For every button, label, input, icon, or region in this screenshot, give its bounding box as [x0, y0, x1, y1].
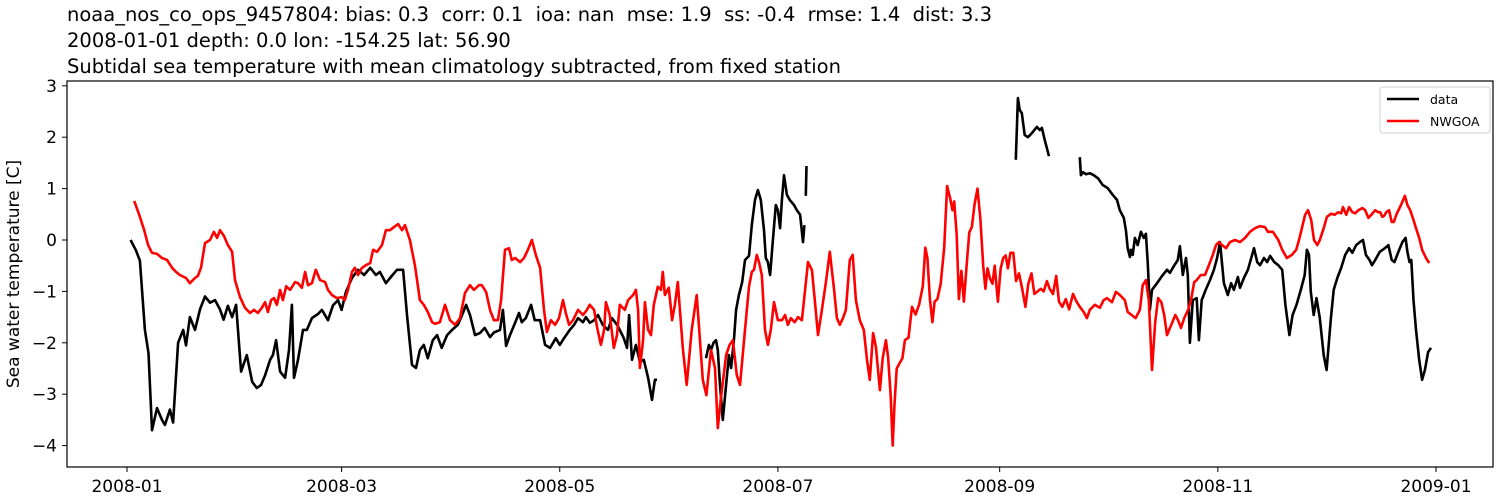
y-tick-label: −2: [32, 334, 57, 354]
y-tick-label: 0: [46, 231, 57, 251]
legend-label-nwgoa: NWGOA: [1430, 114, 1480, 129]
y-tick-label: −4: [32, 437, 57, 457]
series-line-data: [129, 239, 657, 432]
plot-area: [129, 96, 1433, 447]
series-line-nwgoa: [132, 184, 1431, 447]
legend-label-data: data: [1430, 92, 1458, 107]
chart-title-description: Subtidal sea temperature with mean clima…: [67, 55, 841, 78]
series-line-data: [1014, 96, 1051, 160]
y-tick-label: 2: [46, 128, 57, 148]
y-tick-label: 1: [46, 180, 57, 200]
series-line-data: [1078, 157, 1433, 382]
chart-title-stats: noaa_nos_co_ops_9457804: bias: 0.3 corr:…: [67, 3, 993, 26]
x-tick-label: 2008-01: [91, 477, 162, 497]
legend: data NWGOA: [1379, 86, 1491, 134]
y-tick-label: 3: [46, 77, 57, 97]
series-line-data: [804, 165, 808, 196]
y-axis: 3 2 1 0 −1 −2 −3 −4: [32, 77, 67, 457]
x-tick-label: 2008-09: [964, 477, 1035, 497]
y-tick-label: −1: [32, 282, 57, 302]
x-axis: 2008-01 2008-03 2008-05 2008-07 2008-09 2008-…: [91, 467, 1472, 497]
x-tick-label: 2008-11: [1182, 477, 1253, 497]
series-line-data: [704, 173, 806, 422]
y-tick-label: −3: [32, 385, 57, 405]
y-axis-label: Sea water temperature [C]: [4, 160, 24, 388]
chart-title-location: 2008-01-01 depth: 0.0 lon: -154.25 lat: …: [67, 29, 511, 52]
x-tick-label: 2008-07: [742, 477, 813, 497]
x-tick-label: 2008-03: [306, 477, 377, 497]
x-tick-label: 2009-01: [1400, 477, 1471, 497]
axes-frame: [66, 80, 1494, 468]
x-tick-label: 2008-05: [524, 477, 595, 497]
